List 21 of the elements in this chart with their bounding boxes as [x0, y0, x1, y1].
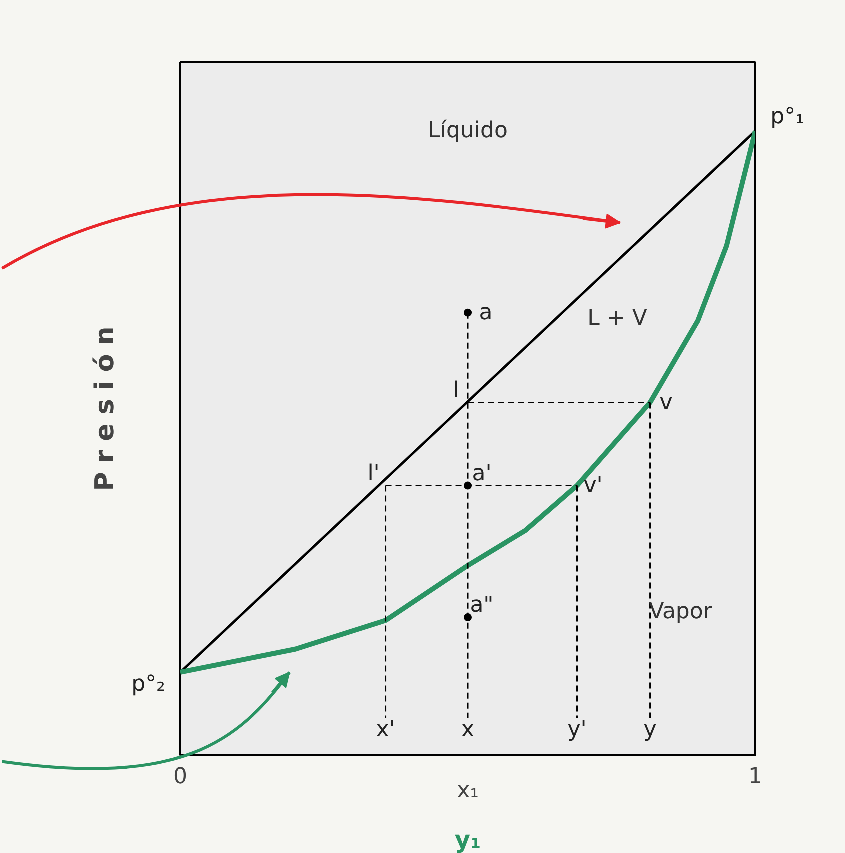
text: y₁ — [454, 826, 482, 853]
y-axis-title: P r e s i ó n — [90, 326, 120, 492]
annotation: Vapor — [649, 599, 714, 624]
annotation: a' — [472, 461, 492, 486]
annotation: x — [461, 718, 475, 743]
annotation: L + V — [588, 306, 648, 331]
x-tick-label: 1 — [748, 764, 762, 790]
annotation: y — [644, 718, 657, 743]
annotation: v' — [584, 473, 603, 498]
annotation: l — [452, 378, 460, 404]
annotation: p°₁ — [770, 104, 804, 130]
annotation: a" — [470, 593, 494, 618]
x-axis-title: x₁ — [457, 778, 479, 804]
annotation: v — [660, 390, 673, 416]
annotation: l' — [368, 461, 380, 486]
annotation: y' — [568, 718, 587, 743]
annotation: Líquido — [428, 118, 508, 144]
annotation: x' — [376, 718, 396, 743]
annotation: p°₂ — [132, 672, 166, 697]
x-tick-label: 0 — [174, 764, 188, 790]
annotation: a — [479, 300, 493, 326]
